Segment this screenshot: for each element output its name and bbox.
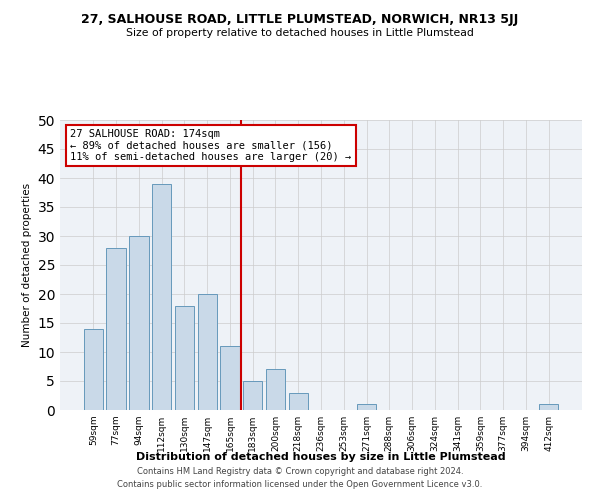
Bar — [175, 306, 194, 410]
Text: Distribution of detached houses by size in Little Plumstead: Distribution of detached houses by size … — [136, 452, 506, 462]
Text: 27, SALHOUSE ROAD, LITTLE PLUMSTEAD, NORWICH, NR13 5JJ: 27, SALHOUSE ROAD, LITTLE PLUMSTEAD, NOR… — [82, 12, 518, 26]
Bar — [289, 392, 308, 410]
Bar — [220, 346, 239, 410]
Bar — [357, 404, 376, 410]
Text: Contains HM Land Registry data © Crown copyright and database right 2024.: Contains HM Land Registry data © Crown c… — [137, 467, 463, 476]
Bar — [243, 381, 262, 410]
Text: Size of property relative to detached houses in Little Plumstead: Size of property relative to detached ho… — [126, 28, 474, 38]
Bar — [106, 248, 126, 410]
Bar — [152, 184, 172, 410]
Bar — [197, 294, 217, 410]
Bar — [129, 236, 149, 410]
Text: 27 SALHOUSE ROAD: 174sqm
← 89% of detached houses are smaller (156)
11% of semi-: 27 SALHOUSE ROAD: 174sqm ← 89% of detach… — [70, 128, 352, 162]
Bar — [84, 329, 103, 410]
Text: Contains public sector information licensed under the Open Government Licence v3: Contains public sector information licen… — [118, 480, 482, 489]
Bar — [266, 370, 285, 410]
Bar — [539, 404, 558, 410]
Y-axis label: Number of detached properties: Number of detached properties — [22, 183, 32, 347]
